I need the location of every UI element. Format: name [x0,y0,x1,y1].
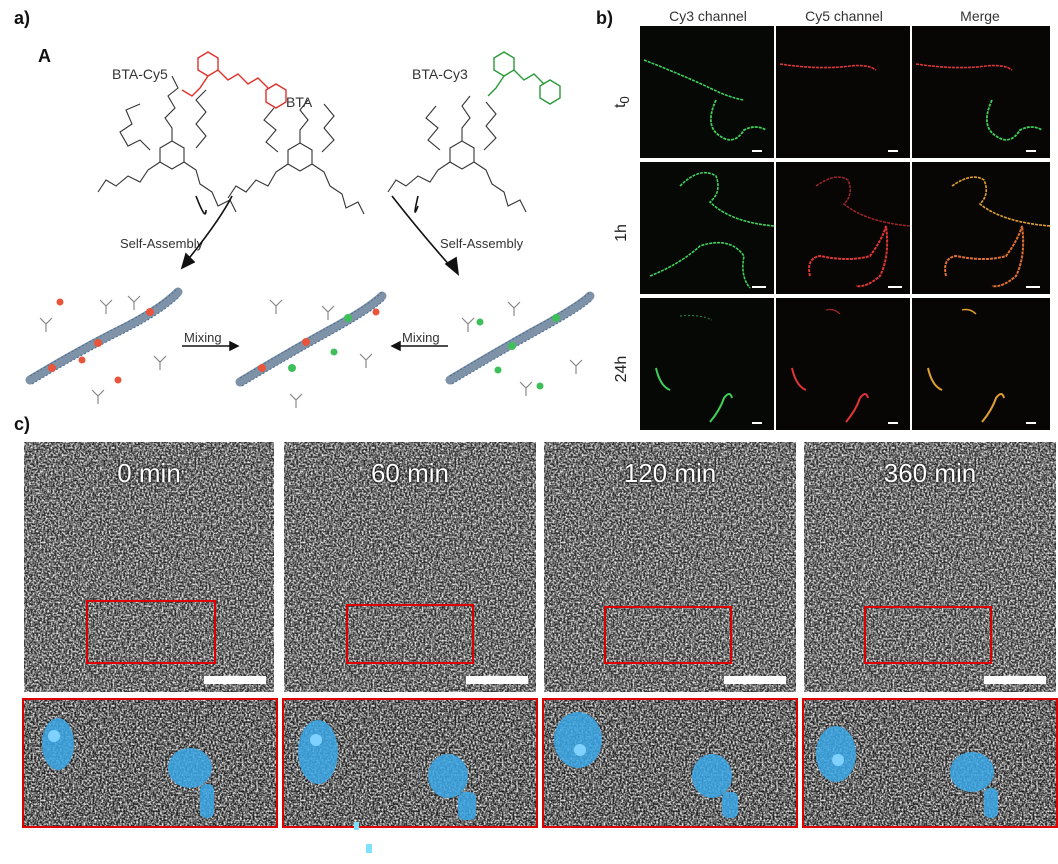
col-header-cy3: Cy3 channel [669,8,747,24]
self-assembly-arrows [180,195,460,276]
bta-cy5-label: BTA-Cy5 [112,66,168,82]
tile-1h-cy3 [640,162,775,294]
em-time-label: 60 min [370,458,450,488]
self-assembly-right-label: Self-Assembly [440,236,524,251]
tile-t0-cy3 [640,26,774,158]
panel-c-label: c) [14,414,31,434]
bta-molecule [227,99,365,215]
cy5-dye [181,51,287,109]
row-label-24h: 24h [613,355,630,383]
fiber-right [445,291,595,385]
tile-t0-merge [912,26,1050,158]
particle-right [168,748,214,818]
em-time-label: 360 min [883,458,977,488]
em-roi-box [604,606,732,664]
em-scale-bar [466,676,528,684]
scheme-drawing [25,51,595,408]
tile-24h-merge [912,298,1050,430]
row-label-1h: 1h [613,224,630,242]
tile-1h-merge [912,162,1050,294]
em-scale-bar [724,676,786,684]
mixing-right-label: Mixing [402,330,440,345]
green-dyes [288,314,560,390]
mixing-left-label: Mixing [184,330,222,345]
monomers [39,295,583,408]
em-roi-box [346,604,474,664]
mixing-arrows [182,340,448,352]
tile-1h-cy5 [776,162,911,294]
self-assembly-left-label: Self-Assembly [120,236,204,251]
col-header-merge: Merge [960,8,1000,24]
bta-cy3-molecule [387,95,527,213]
em-time-label: 0 min [117,458,181,488]
em-image-0min: 0 min [24,442,274,692]
col-header-cy5: Cy5 channel [805,8,883,24]
bta-label: BTA [286,94,313,110]
tile-24h-cy3 [640,298,774,430]
artifact-mark [366,844,372,853]
zoom-inset-0min [22,698,278,828]
em-time-label: 120 min [623,458,717,488]
row-label-t0: t0 [611,96,633,109]
red-dyes [48,298,380,384]
panel-b-label: b) [596,8,613,28]
em-image-60min: 60 min [284,442,536,692]
cy3-dye [487,51,561,105]
fiber-left [25,287,183,385]
bta-cy5-molecule [97,75,237,213]
em-scale-bar [204,676,266,684]
artifact-mark [354,822,359,830]
em-roi-box [864,606,992,664]
zoom-inset-360min [802,698,1058,828]
bta-cy3-label: BTA-Cy3 [412,66,468,82]
panel-a-label: a) [14,8,31,28]
scheme-sublabel: A [38,46,51,66]
tile-t0-cy5 [776,26,910,158]
microscopy-grid [640,26,1050,434]
zoom-inset-60min [282,698,538,828]
particle-left [42,718,74,770]
em-scale-bar [984,676,1046,684]
em-image-360min: 360 min [804,442,1056,692]
zoom-inset-120min [542,698,798,828]
em-image-120min: 120 min [544,442,796,692]
tile-24h-cy5 [776,298,910,430]
em-roi-box [86,600,216,664]
